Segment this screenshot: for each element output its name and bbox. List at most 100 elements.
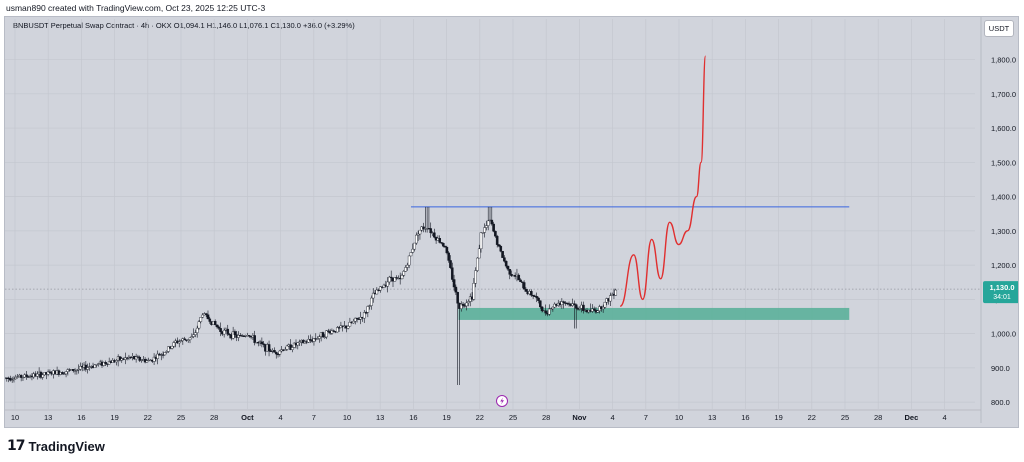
candle-body <box>71 369 75 372</box>
candle-body <box>368 305 371 307</box>
candle-body <box>93 364 97 368</box>
candle-body <box>499 245 503 252</box>
candle-body <box>95 364 98 366</box>
time-tick-label: 19 <box>442 413 450 422</box>
candle-body <box>291 347 294 350</box>
candle-body <box>531 294 535 297</box>
candle-body <box>573 303 576 305</box>
candle-body <box>296 342 300 346</box>
candle-body <box>219 328 222 332</box>
candle-body <box>538 300 542 308</box>
candle-body <box>362 312 366 319</box>
candle-body <box>506 265 510 270</box>
tradingview-brand-name: TradingView <box>28 438 105 454</box>
candle-body <box>167 346 170 352</box>
candle-body <box>222 329 226 335</box>
chart-author-header: usman890 created with TradingView.com, O… <box>6 3 266 13</box>
candle-body <box>454 286 458 293</box>
time-tick-label: 13 <box>44 413 52 422</box>
candle-body <box>233 331 237 335</box>
candle-body <box>289 344 292 350</box>
candle-body <box>16 376 19 378</box>
candle-body <box>152 356 156 362</box>
candle-body <box>404 267 407 272</box>
tradingview-logo-mark: 17 <box>7 438 26 454</box>
candle-body <box>318 336 321 339</box>
candle-body <box>497 244 501 247</box>
candle-body <box>601 307 605 310</box>
candle-body <box>503 257 506 262</box>
candle-body <box>535 296 539 299</box>
time-tick-label: 4 <box>943 413 947 422</box>
time-tick-label: 28 <box>874 413 882 422</box>
candle-body <box>140 359 143 362</box>
candle-body <box>192 334 195 337</box>
candle-body <box>247 335 251 337</box>
candle-body <box>481 232 485 234</box>
candle-body <box>346 325 350 329</box>
candle-body <box>197 321 201 329</box>
candle-body <box>370 297 373 306</box>
candle-body <box>395 277 398 279</box>
candle-body <box>614 289 618 296</box>
candle-body <box>406 264 409 268</box>
candle-body <box>163 352 167 356</box>
candle-body <box>64 371 68 375</box>
candle-body <box>273 350 276 353</box>
lightning-icon <box>500 397 504 405</box>
candle-body <box>477 248 481 259</box>
price-tick-label: 1,400.0 <box>991 193 1016 202</box>
candle-body <box>25 374 28 377</box>
candle-body <box>19 374 23 378</box>
candle-body <box>348 321 352 327</box>
chart-frame[interactable]: BNBUSDT Perpetual Swap Contract · 4h · O… <box>4 16 1019 428</box>
candle-body <box>524 289 528 292</box>
time-tick-label: 10 <box>343 413 351 422</box>
candle-body <box>366 306 370 313</box>
price-tick-label: 1,700.0 <box>991 90 1016 99</box>
candle-body <box>479 232 483 250</box>
time-tick-label: 13 <box>376 413 384 422</box>
time-tick-label: Oct <box>241 413 254 422</box>
candle-body <box>190 336 194 339</box>
time-tick-label: 25 <box>177 413 185 422</box>
price-tick-label: 1,000.0 <box>991 330 1016 339</box>
candle-body <box>485 225 488 228</box>
candle-body <box>456 291 459 304</box>
candle-body <box>201 314 204 318</box>
candle-body <box>389 276 393 279</box>
candle-body <box>186 339 190 341</box>
currency-button[interactable]: USDT <box>984 20 1014 37</box>
candle-body <box>400 275 404 280</box>
candle-body <box>262 343 265 345</box>
candle-body <box>226 328 230 335</box>
candle-body <box>483 227 486 233</box>
candle-body <box>449 260 452 268</box>
candle-body <box>9 378 12 381</box>
candle-body <box>332 330 336 332</box>
current-price-badge <box>983 281 1018 304</box>
candle-body <box>62 373 66 375</box>
time-tick-label: 16 <box>77 413 85 422</box>
tradingview-logo[interactable]: 17 TradingView <box>7 438 105 454</box>
time-tick-label: 22 <box>476 413 484 422</box>
candle-body <box>519 279 522 283</box>
candle-body <box>336 327 339 333</box>
time-tick-label: Nov <box>572 413 587 422</box>
price-tick-label: 1,200.0 <box>991 261 1016 270</box>
time-tick-label: 25 <box>509 413 517 422</box>
candle-body <box>596 310 600 313</box>
candle-body <box>165 351 168 353</box>
candle-body <box>409 252 413 257</box>
price-chart[interactable]: 1,800.0 1,700.0 1,600.0 1,500.0 1,400.0 1,300… <box>5 17 1018 427</box>
candle-body <box>603 301 607 308</box>
bar-countdown-label: 34:01 <box>993 294 1011 301</box>
candle-body <box>179 340 183 342</box>
time-tick-label: 19 <box>110 413 118 422</box>
candle-body <box>609 295 612 302</box>
time-tick-label: 19 <box>774 413 782 422</box>
time-tick-label: 25 <box>841 413 849 422</box>
candle-body <box>84 364 88 370</box>
candle-body <box>134 356 138 360</box>
candle-body <box>547 308 551 315</box>
